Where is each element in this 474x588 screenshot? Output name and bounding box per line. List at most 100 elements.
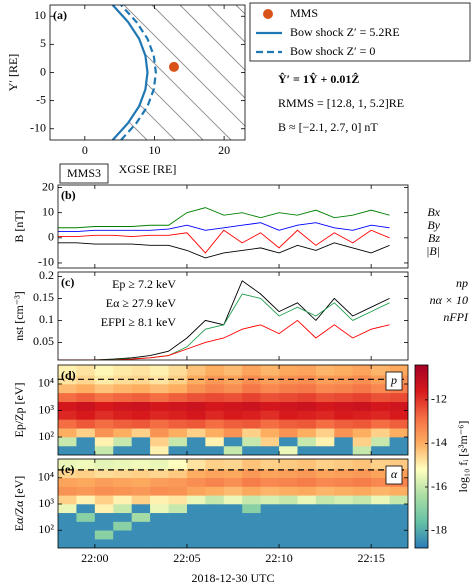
spectrogram-cell [94,375,114,385]
spectrogram-cell [150,419,169,429]
spectrogram-cell [352,486,372,496]
panel-tag: (a) [53,8,67,22]
spectrogram-cell [94,477,114,487]
spectrogram-cell [389,365,408,376]
spectrogram-cell [94,495,114,505]
spectrogram-cell [279,419,298,429]
x-tick-label: 22:00 [81,551,108,565]
x-tick-label: 22:10 [265,551,292,565]
spectrogram-cell [168,428,188,438]
spectrogram-cell [168,504,188,514]
spectrogram-cell [315,504,335,514]
panel-tag: (b) [61,188,76,202]
spectrogram-cell [352,410,372,420]
panel-tag: (c) [61,275,74,289]
spectrogram-cell [352,428,372,438]
legend-box [249,2,471,62]
spectrogram-cell [315,445,335,455]
spectrogram-cell [315,469,335,479]
spectrogram-cell [260,383,280,394]
spectrogram-cell [352,437,372,447]
spectrogram-cell [260,521,280,531]
spectrogram-cell [223,383,243,394]
spectrogram-cell [186,375,206,385]
spectrogram-cell [94,392,114,402]
spectrogram-cell [150,469,169,479]
plot-area [58,280,390,360]
axes-frame [57,458,409,549]
spectrogram-cell [168,375,188,385]
spectrogram-cell [150,392,169,402]
spectrogram-cell [94,365,114,376]
spectrogram-cell [389,530,408,540]
spectrogram-cell [242,401,261,411]
spectrogram-cell [131,504,151,514]
spectrogram-cell [205,530,225,540]
spectrogram-cell [260,486,280,496]
spectrogram-cell [279,486,298,496]
x-tick-label: 0 [82,143,88,157]
y-axis-label: nst [cm⁻³] [12,291,26,341]
spectrogram-cell [260,365,280,376]
spectrogram-cell [150,539,169,548]
spectrogram-cell [168,486,188,496]
spectrogram-cell [315,437,335,447]
spectrogram-cell [371,539,390,548]
spectrogram-cell [297,504,317,514]
spectrogram-cell [186,495,206,505]
spectrogram-cell [94,521,114,531]
legend-label: MMS [290,6,318,20]
y-tick-label: -10 [30,121,46,135]
spectrogram-cell [186,437,206,447]
legend-marker [263,9,273,19]
y-axis-label: B [nT] [12,210,26,242]
axes-frame [57,184,409,269]
spectrogram-cell [279,445,298,455]
spectrogram-cell [315,365,335,376]
spectrogram-cell [186,486,206,496]
spectrogram-cell [223,504,243,514]
spectrogram-cell [297,539,317,548]
spectrogram-cell [389,401,408,411]
spectrogram-cell [186,365,206,376]
spectrogram-cell [168,530,188,540]
spectrogram-cell [58,401,77,411]
spectrogram-cell [168,419,188,429]
species-box [385,465,403,485]
spectrogram-cell [131,410,151,420]
spectrogram-cell [371,486,390,496]
spectrogram-cell [352,419,372,429]
spectrogram-cell [113,469,132,479]
spectrogram-cell [76,521,96,531]
plot-area [58,365,408,455]
spectrogram-cell [150,459,169,470]
spectrogram-cell [279,469,298,479]
spectrogram-cell [76,445,96,455]
spectrogram-cell [131,445,151,455]
spectrogram-cell [58,504,77,514]
spectrogram-cell [58,437,77,447]
spectrogram-cell [242,365,261,376]
field-line [123,5,245,140]
spectrogram-cell [260,392,280,402]
y-tick-label: 10 [42,204,54,218]
spectrogram-cell [242,512,261,522]
spectrogram-cell [242,428,261,438]
spectrogram-cell [168,445,188,455]
annotation: EFPI ≥ 8.1 keV [101,315,177,329]
spectrogram-cell [297,365,317,376]
spectrogram-cell [371,428,390,438]
spectrogram-cell [58,512,77,522]
spectrogram-cell [260,428,280,438]
spectrogram-cell [352,495,372,505]
spectrogram-cell [205,521,225,531]
spectrogram-cell [205,495,225,505]
spectrogram-cell [352,469,372,479]
spectrogram-cell [297,383,317,394]
spectrogram-cell [168,477,188,487]
spectrogram-cell [223,512,243,522]
spectrogram-cell [223,401,243,411]
spectrogram-cell [150,521,169,531]
y-tick-label: 10⁴ [38,470,54,484]
spectrogram-cell [168,437,188,447]
